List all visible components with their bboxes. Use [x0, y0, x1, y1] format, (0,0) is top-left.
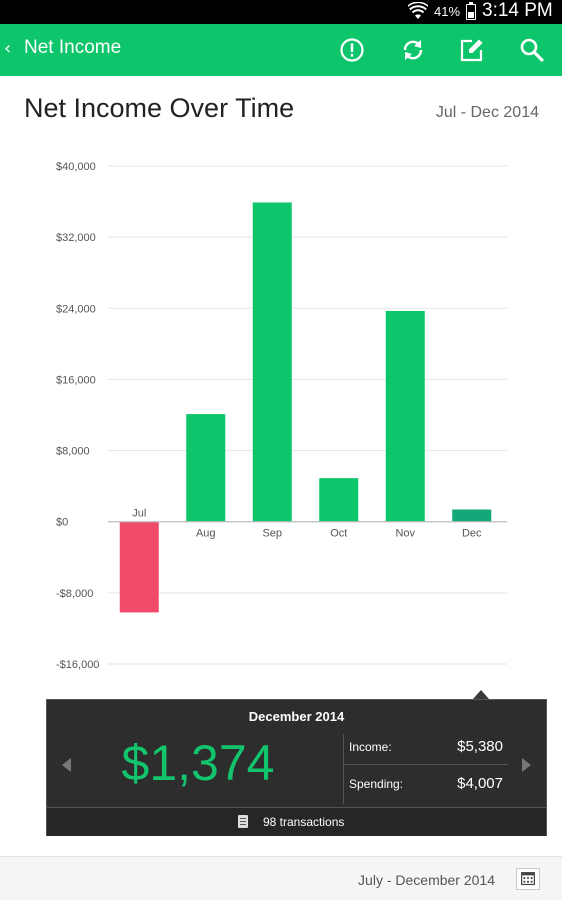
sync-icon[interactable] [400, 37, 426, 63]
net-income-value: $1,374 [121, 735, 275, 791]
next-month-arrow-icon[interactable] [522, 758, 531, 772]
chart-bar[interactable] [452, 509, 492, 522]
y-tick-label: $32,000 [56, 232, 96, 244]
spending-value: $4,007 [457, 775, 503, 792]
chart-bar[interactable] [385, 310, 425, 522]
clock: 3:14 PM [482, 0, 553, 21]
status-bar: 41% 3:14 PM [0, 0, 562, 24]
y-tick-label: $8,000 [56, 446, 90, 458]
detail-row-divider [344, 764, 508, 765]
y-tick-label: -$16,000 [56, 659, 99, 671]
app-bar: ‹ Net Income [0, 24, 562, 76]
battery-percentage: 41% [434, 4, 461, 19]
y-tick-label: $40,000 [56, 161, 96, 173]
detail-divider [343, 734, 344, 804]
x-tick-label: Dec [462, 528, 482, 540]
edit-icon[interactable] [459, 37, 485, 63]
transactions-count: 98 transactions [263, 815, 345, 829]
transactions-link[interactable]: 98 transactions [47, 807, 546, 836]
date-range-bar: July - December 2014 [0, 856, 562, 900]
document-icon [238, 815, 248, 828]
date-range-label[interactable]: July - December 2014 [358, 872, 495, 888]
chart-period: Jul - Dec 2014 [435, 104, 539, 121]
x-tick-label: Jul [132, 508, 146, 520]
wifi-icon [408, 2, 428, 19]
x-tick-label: Sep [262, 528, 282, 540]
x-tick-label: Nov [395, 528, 415, 540]
popup-pointer [473, 690, 489, 699]
net-income-chart: $40,000 $32,000 $24,000 $16,000 $8,000 $0 -$8,… [56, 161, 507, 671]
y-tick-label: $0 [56, 517, 68, 529]
spending-label: Spending: [349, 777, 404, 791]
chevron-left-icon[interactable]: ‹ [4, 38, 12, 59]
chart-bar[interactable] [319, 478, 359, 522]
battery-icon [466, 2, 476, 20]
y-tick-label: -$8,000 [56, 588, 93, 600]
month-detail-popup: December 2014 $1,374 Income: $5,380 Spen… [46, 699, 547, 836]
chart-bar[interactable] [186, 414, 226, 522]
income-value: $5,380 [457, 738, 503, 755]
previous-month-arrow-icon[interactable] [62, 758, 71, 772]
income-label: Income: [349, 740, 392, 754]
y-tick-label: $16,000 [56, 374, 96, 386]
page-title[interactable]: Net Income [24, 37, 122, 58]
search-icon[interactable] [519, 37, 545, 63]
alert-icon[interactable] [339, 37, 365, 63]
x-tick-label: Aug [196, 528, 216, 540]
chart-bar[interactable] [119, 521, 159, 613]
detail-month-title: December 2014 [248, 709, 345, 724]
chart-heading: Net Income Over Time [24, 93, 295, 123]
x-tick-label: Oct [330, 528, 347, 540]
chart-bar[interactable] [252, 202, 292, 522]
y-tick-label: $24,000 [56, 303, 96, 315]
calendar-icon[interactable] [516, 868, 540, 890]
